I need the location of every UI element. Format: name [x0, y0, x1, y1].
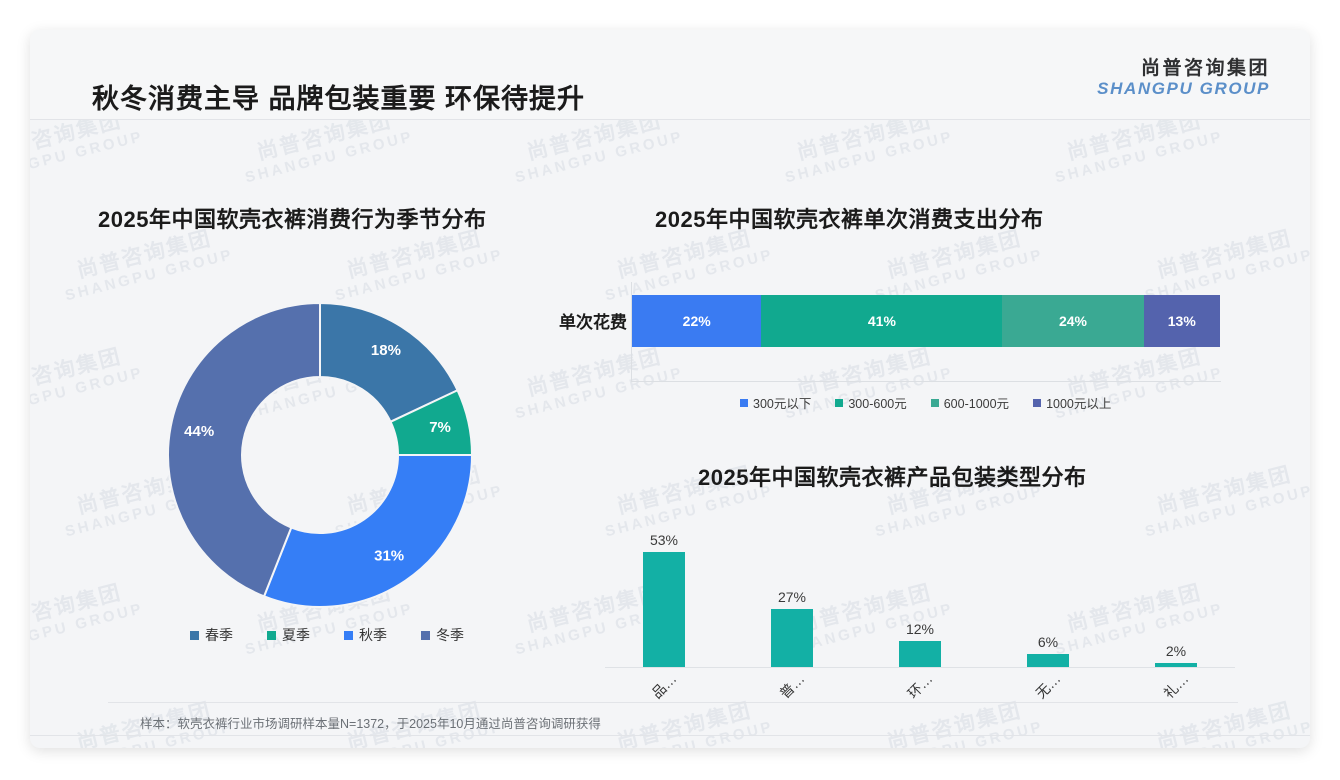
- bar-column[interactable]: 6%: [984, 527, 1112, 667]
- legend-label: 300元以下: [753, 397, 812, 411]
- stacked-axis-line: [631, 282, 632, 382]
- bar-column[interactable]: 12%: [856, 527, 984, 667]
- legend-item[interactable]: 600-1000元: [930, 393, 1010, 412]
- donut-slice-label: 44%: [184, 423, 214, 440]
- donut-slice-label: 18%: [371, 342, 401, 359]
- legend-label: 1000元以上: [1046, 397, 1112, 411]
- page-title: 秋冬消费主导 品牌包装重要 环保待提升: [92, 84, 586, 114]
- legend-item[interactable]: 1000元以上: [1033, 393, 1111, 412]
- bar-x-label: 环…: [904, 670, 936, 702]
- footer-divider: [30, 735, 1310, 736]
- chart-title-spend-stacked: 2025年中国软壳衣裤单次消费支出分布: [655, 207, 1044, 232]
- bar-series: 53% 27% 12% 6% 2%: [600, 527, 1240, 667]
- bars-x-axis-labels: 品… 普… 环… 无… 礼…: [600, 670, 1240, 720]
- donut-slice-label: 7%: [429, 419, 451, 436]
- legend-label: 冬季: [436, 627, 464, 643]
- legend-item[interactable]: 冬季: [421, 625, 464, 645]
- packaging-bars-chart: 53% 27% 12% 6% 2% 品… 普… 环… 无… 礼…: [600, 510, 1240, 720]
- legend-item[interactable]: 夏季: [267, 625, 310, 645]
- stacked-segment[interactable]: 13%: [1143, 295, 1220, 347]
- legend-label: 秋季: [359, 627, 387, 643]
- donut-svg: 18% 7% 31% 44%: [167, 301, 474, 608]
- bar-rect[interactable]: [1155, 662, 1197, 667]
- logo-text-cn: 尚普咨询集团: [1140, 58, 1270, 79]
- legend-item[interactable]: 300元以下: [740, 393, 811, 412]
- slide-card: 尚普咨询集团 SHANGPU GROUP 尚普咨询集团 SHANGPU GROUP 尚普…: [30, 30, 1310, 748]
- bar-column[interactable]: 2%: [1112, 527, 1240, 667]
- chart-title-packaging-bars: 2025年中国软壳衣裤产品包装类型分布: [698, 465, 1087, 490]
- legend-item[interactable]: 300-600元: [835, 393, 907, 412]
- bar-rect[interactable]: [899, 641, 941, 667]
- bar-column[interactable]: 53%: [600, 527, 728, 667]
- bars-baseline: [605, 667, 1235, 668]
- bar-value-label: 2%: [1165, 642, 1187, 659]
- donut-slice[interactable]: [262, 454, 474, 608]
- bar-x-label-cell: 品…: [600, 670, 728, 720]
- bar-value-label: 27%: [777, 588, 807, 605]
- stacked-bar: 22% 41% 24% 13%: [632, 295, 1220, 347]
- bar-x-label: 礼…: [1160, 670, 1192, 702]
- bar-value-label: 53%: [649, 532, 679, 549]
- stacked-segment[interactable]: 41%: [761, 295, 1003, 347]
- legend-spend-stacked: 300元以下 300-600元 600-1000元 1000元以上: [740, 393, 1111, 412]
- legend-swatch: [1033, 398, 1042, 407]
- sample-footnote: 样本：软壳衣裤行业市场调研样本量N=1372，于2025年10月通过尚普咨询调研…: [140, 717, 601, 731]
- bar-x-label-cell: 无…: [984, 670, 1112, 720]
- bar-x-label-cell: 普…: [728, 670, 856, 720]
- chart-title-season-donut: 2025年中国软壳衣裤消费行为季节分布: [98, 207, 487, 232]
- bar-rect[interactable]: [1027, 654, 1069, 667]
- spend-stacked-chart: 单次花费 22% 41% 24% 13%: [527, 282, 1227, 392]
- bar-rect[interactable]: [643, 552, 685, 667]
- legend-swatch: [344, 630, 353, 640]
- legend-swatch: [835, 398, 844, 407]
- bar-rect[interactable]: [771, 608, 813, 667]
- stacked-segment[interactable]: 22%: [632, 295, 762, 347]
- legend-swatch: [190, 630, 199, 640]
- legend-swatch: [930, 398, 939, 407]
- bar-value-label: 12%: [905, 621, 935, 637]
- legend-swatch: [740, 398, 748, 407]
- bar-x-label: 普…: [776, 670, 808, 702]
- bar-x-label-cell: 环…: [856, 670, 984, 720]
- brand-logo: 尚普咨询集团 SHANGPU GROUP: [1097, 58, 1270, 98]
- legend-label: 600-1000元: [943, 397, 1010, 411]
- donut-slice[interactable]: [167, 301, 321, 598]
- stacked-category-label: 单次花费: [559, 313, 627, 332]
- legend-swatch: [267, 630, 276, 640]
- donut-slice-label: 31%: [374, 548, 404, 565]
- legend-label: 春季: [205, 627, 233, 643]
- stacked-segment[interactable]: 24%: [1002, 295, 1144, 347]
- bar-value-label: 6%: [1037, 634, 1059, 650]
- season-donut-chart: 18% 7% 31% 44%: [160, 295, 480, 615]
- legend-item[interactable]: 春季: [190, 625, 233, 645]
- logo-text-en: SHANGPU GROUP: [1097, 79, 1270, 99]
- legend-item[interactable]: 秋季: [344, 625, 387, 645]
- stacked-baseline: [631, 381, 1221, 382]
- bar-x-label: 品…: [648, 670, 680, 702]
- legend-season-donut: 春季 夏季 秋季 冬季: [190, 625, 464, 645]
- bar-x-label: 无…: [1032, 670, 1064, 702]
- bar-column[interactable]: 27%: [728, 527, 856, 667]
- legend-label: 300-600元: [848, 397, 907, 411]
- legend-swatch: [421, 630, 430, 640]
- header-bar: [30, 30, 1310, 120]
- legend-label: 夏季: [282, 627, 310, 643]
- bar-x-label-cell: 礼…: [1112, 670, 1240, 720]
- footnote-divider: [108, 702, 1238, 703]
- donut-slice[interactable]: [319, 301, 459, 424]
